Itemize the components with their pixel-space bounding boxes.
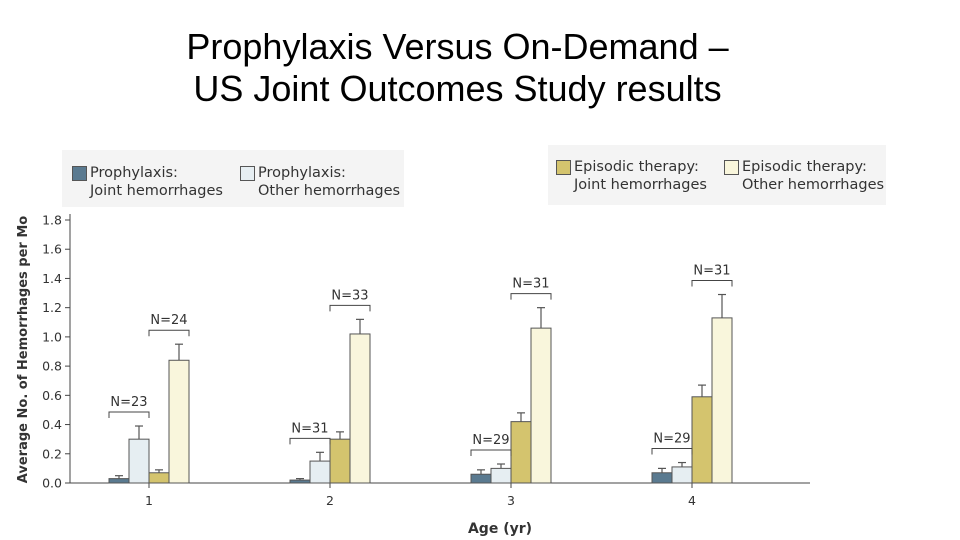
x-axis-label: Age (yr) bbox=[468, 521, 532, 537]
slide-title: Prophylaxis Versus On-Demand – US Joint … bbox=[0, 26, 915, 110]
y-tick-label: 0.8 bbox=[42, 359, 62, 374]
legend-label: Prophylaxis: Joint hemorrhages bbox=[90, 165, 223, 199]
legend-label: Episodic therapy: Other hemorrhages bbox=[742, 159, 885, 193]
n-label: N=31 bbox=[291, 421, 328, 436]
bar bbox=[510, 421, 532, 484]
plot-area bbox=[70, 212, 810, 483]
y-tick-label: 1.8 bbox=[42, 213, 62, 228]
n-label: N=31 bbox=[693, 264, 730, 279]
legend-swatch bbox=[72, 166, 87, 181]
y-tick-label: 1.6 bbox=[42, 242, 62, 257]
bar bbox=[470, 473, 492, 484]
x-tick-label: 3 bbox=[507, 493, 515, 508]
n-bracket bbox=[329, 304, 371, 312]
bar bbox=[309, 460, 331, 484]
bar bbox=[128, 438, 150, 484]
bar bbox=[671, 466, 693, 484]
bar bbox=[349, 333, 371, 484]
n-bracket bbox=[470, 449, 512, 457]
x-tick-label: 2 bbox=[326, 493, 334, 508]
y-axis-label: Average No. of Hemorrhages per Mo bbox=[16, 216, 31, 484]
n-label: N=31 bbox=[512, 277, 549, 292]
n-bracket bbox=[289, 437, 331, 445]
bar bbox=[530, 327, 552, 484]
legend-episodic: Episodic therapy: Joint hemorrhages Epis… bbox=[548, 145, 886, 205]
bar bbox=[329, 438, 351, 484]
n-bracket bbox=[651, 448, 693, 455]
legend-swatch bbox=[556, 160, 571, 175]
y-tick-label: 0.0 bbox=[42, 476, 62, 491]
y-tick-label: 1.0 bbox=[42, 329, 62, 344]
n-bracket bbox=[108, 411, 150, 419]
y-tick-label: 0.6 bbox=[42, 388, 62, 403]
legend-prophylaxis: Prophylaxis: Joint hemorrhages Prophylax… bbox=[62, 150, 404, 207]
n-label: N=29 bbox=[653, 432, 690, 447]
bar bbox=[289, 479, 311, 484]
bar bbox=[651, 472, 673, 484]
n-bracket bbox=[691, 280, 733, 287]
x-tick-label: 1 bbox=[145, 493, 153, 508]
legend-label: Episodic therapy: Joint hemorrhages bbox=[574, 159, 707, 193]
bar bbox=[711, 317, 733, 484]
y-tick-label: 0.4 bbox=[42, 417, 62, 432]
x-tick-label: 4 bbox=[688, 493, 696, 508]
legend-label: Prophylaxis: Other hemorrhages bbox=[258, 165, 401, 199]
y-tick-label: 1.2 bbox=[42, 300, 62, 315]
y-tick-label: 0.2 bbox=[42, 446, 62, 461]
slide-title-line-1: Prophylaxis Versus On-Demand – bbox=[186, 26, 729, 67]
bar bbox=[691, 396, 713, 484]
bar bbox=[490, 467, 512, 484]
slide-title-line-2: US Joint Outcomes Study results bbox=[193, 68, 722, 109]
legend-swatch bbox=[240, 166, 255, 181]
bar bbox=[108, 478, 130, 484]
n-label: N=33 bbox=[331, 288, 368, 303]
n-bracket bbox=[148, 329, 190, 337]
bar bbox=[148, 472, 170, 484]
n-bracket bbox=[510, 293, 552, 300]
n-label: N=29 bbox=[472, 433, 509, 448]
bar bbox=[168, 359, 190, 484]
n-label: N=24 bbox=[150, 313, 187, 328]
n-label: N=23 bbox=[110, 395, 147, 410]
legend-swatch bbox=[724, 160, 739, 175]
y-tick-label: 1.4 bbox=[42, 271, 62, 286]
